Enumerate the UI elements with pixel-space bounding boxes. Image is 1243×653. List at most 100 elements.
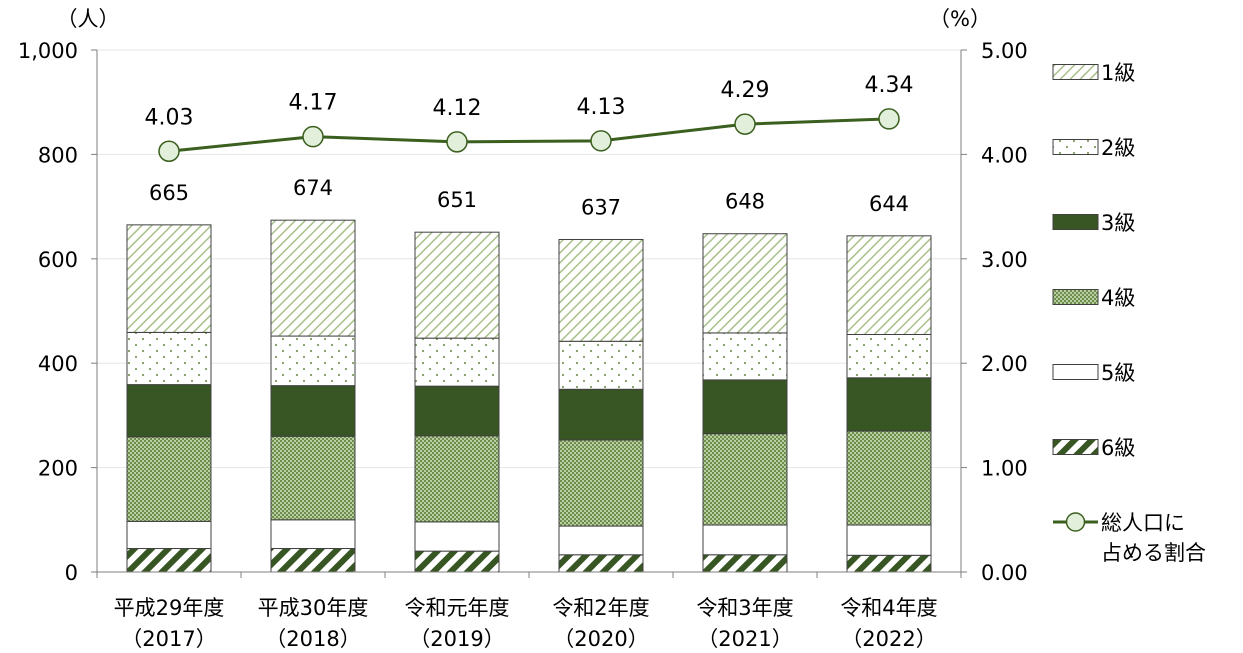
bar-segment-1級 — [847, 236, 931, 335]
left-tick-label: 400 — [38, 352, 78, 376]
total-label: 651 — [437, 188, 477, 212]
bar-segment-6級 — [271, 549, 355, 572]
bar-segment-6級 — [127, 549, 211, 572]
total-label: 665 — [149, 181, 189, 205]
left-tick-label: 1,000 — [18, 39, 78, 63]
legend-label: 2級 — [1101, 136, 1135, 160]
total-label: 637 — [581, 195, 621, 219]
bar-segment-1級 — [703, 234, 787, 333]
left-tick-label: 200 — [38, 457, 78, 481]
x-tick-label: 平成29年度 — [114, 596, 225, 620]
data-labels: 665 674 651 637 648 644 — [149, 176, 909, 219]
bar-segment-5級 — [703, 525, 787, 555]
ratio-label: 4.17 — [289, 91, 338, 116]
ratio-line-path — [169, 119, 889, 151]
total-label: 644 — [869, 192, 909, 216]
legend-label: 1級 — [1101, 61, 1135, 85]
bar-segment-2級 — [271, 336, 355, 386]
bar-segment-3級 — [271, 386, 355, 437]
left-axis-unit: （人） — [57, 7, 120, 31]
right-axis-unit: （%） — [929, 7, 991, 31]
x-tick-label: 平成30年度 — [258, 596, 369, 620]
legend-swatch-5級 — [1053, 365, 1098, 380]
x-tick-year-label: （2018） — [265, 627, 360, 651]
bar-segment-6級 — [559, 555, 643, 572]
legend-swatch-3級 — [1053, 215, 1098, 230]
bar-segment-2級 — [559, 341, 643, 389]
ratio-point — [591, 131, 611, 151]
bar-segment-2級 — [847, 334, 931, 377]
legend-swatch-2級 — [1053, 140, 1098, 155]
ratio-label: 4.12 — [433, 96, 482, 121]
bar-segment-1級 — [127, 225, 211, 333]
bar-segment-4級 — [847, 431, 931, 525]
ratio-point — [879, 109, 899, 129]
total-label: 648 — [725, 190, 765, 214]
right-tick-label: 0.00 — [981, 561, 1028, 585]
x-tick-year-label: （2022） — [841, 627, 936, 651]
legend-line-marker — [1067, 513, 1085, 531]
ratio-label: 4.34 — [865, 73, 914, 98]
ratio-point — [159, 141, 179, 161]
legend-label: 3級 — [1101, 211, 1135, 235]
bar-segment-3級 — [415, 386, 499, 436]
bar-segment-5級 — [127, 521, 211, 548]
bar-segment-6級 — [703, 555, 787, 572]
bar-segment-5級 — [559, 526, 643, 555]
bar-segment-1級 — [271, 220, 355, 336]
x-tick-year-label: （2021） — [697, 627, 792, 651]
bar-segment-6級 — [847, 555, 931, 572]
ratio-line: 4.03 4.17 4.12 4.13 4.29 4.34 — [145, 73, 914, 161]
bar-segment-5級 — [847, 525, 931, 555]
ratio-point — [447, 132, 467, 152]
x-tick-year-label: （2019） — [409, 627, 504, 651]
legend-line-label-2: 占める割合 — [1101, 541, 1206, 565]
left-tick-label: 800 — [38, 143, 78, 167]
bar-segment-1級 — [559, 239, 643, 341]
legend-label: 6級 — [1101, 436, 1135, 460]
x-tick-year-label: （2020） — [553, 627, 648, 651]
bar-segment-2級 — [703, 333, 787, 380]
ratio-label: 4.29 — [721, 78, 770, 103]
legend-swatch-4級 — [1053, 290, 1098, 305]
legend-label: 4級 — [1101, 286, 1135, 310]
bar-segment-2級 — [415, 338, 499, 386]
bar-segment-4級 — [271, 436, 355, 520]
bar-segment-3級 — [847, 378, 931, 431]
legend-swatch-6級 — [1053, 440, 1098, 455]
x-tick-label: 令和元年度 — [405, 596, 510, 620]
bar-segment-4級 — [703, 434, 787, 525]
ratio-point — [303, 127, 323, 147]
bar-segment-4級 — [127, 437, 211, 522]
bar-segment-1級 — [415, 232, 499, 338]
bar-segment-2級 — [127, 332, 211, 384]
x-tick-label: 令和2年度 — [552, 596, 649, 620]
bar-segment-6級 — [415, 551, 499, 572]
bar-segment-3級 — [703, 380, 787, 434]
bar-segment-4級 — [559, 440, 643, 526]
total-label: 674 — [293, 176, 333, 200]
legend-line-label: 総人口に — [1101, 511, 1185, 535]
x-tick-label: 令和4年度 — [840, 596, 937, 620]
bar-segment-4級 — [415, 436, 499, 522]
gridlines — [97, 50, 961, 468]
left-tick-label: 600 — [38, 248, 78, 272]
x-tick-year-label: （2017） — [121, 627, 216, 651]
bars — [127, 220, 931, 572]
bar-segment-5級 — [415, 522, 499, 551]
right-tick-label: 1.00 — [981, 457, 1028, 481]
ratio-label: 4.03 — [145, 105, 194, 130]
ratio-label: 4.13 — [577, 95, 626, 120]
right-tick-label: 3.00 — [981, 248, 1028, 272]
right-tick-label: 2.00 — [981, 352, 1028, 376]
right-tick-label: 4.00 — [981, 143, 1028, 167]
bar-segment-5級 — [271, 520, 355, 549]
x-tick-label: 令和3年度 — [696, 596, 793, 620]
legend-swatch-1級 — [1053, 65, 1098, 80]
right-tick-label: 5.00 — [981, 39, 1028, 63]
bar-segment-3級 — [559, 389, 643, 440]
bar-segment-3級 — [127, 385, 211, 437]
ratio-point — [735, 114, 755, 134]
